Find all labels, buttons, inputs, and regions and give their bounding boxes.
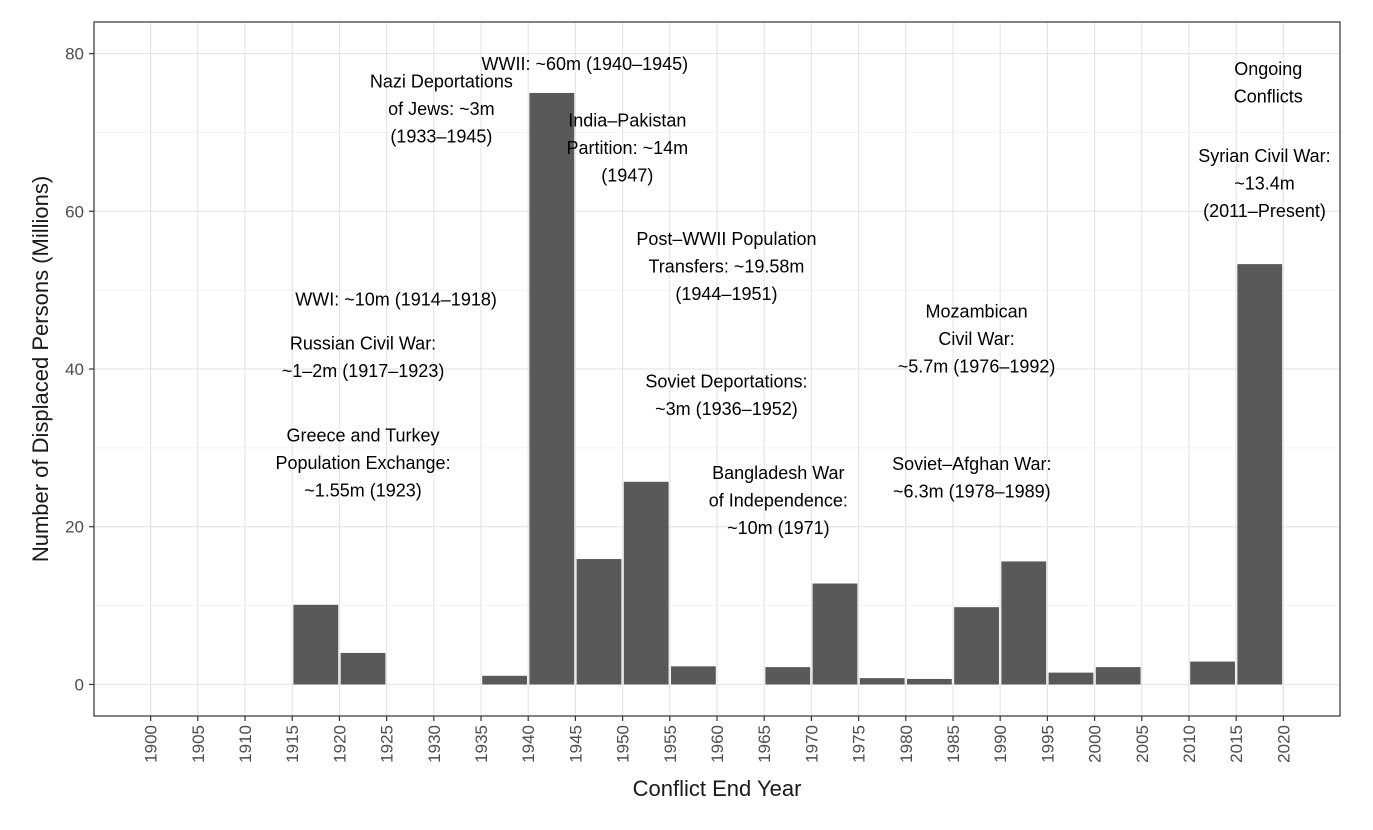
y-axis-ticks: 0 20 40 60 80	[65, 45, 94, 694]
x-tick-label: 1930	[425, 725, 444, 763]
x-tick-label: 1985	[944, 725, 963, 763]
bar	[623, 481, 669, 685]
x-tick-label: 2015	[1227, 725, 1246, 763]
bar	[482, 675, 528, 685]
x-tick-label: 1915	[283, 725, 302, 763]
x-tick-label: 1935	[472, 725, 491, 763]
bar	[340, 652, 386, 685]
bars	[293, 92, 1283, 685]
x-tick-label: 1965	[755, 725, 774, 763]
x-tick-label: 1910	[236, 725, 255, 763]
annotation-label: Bangladesh War of Independence: ~10m (1971…	[709, 463, 848, 538]
bar	[1190, 661, 1235, 685]
x-tick-label: 1990	[991, 725, 1010, 763]
annotation-label: Nazi Deportations of Jews: ~3m (1933–1945)	[370, 71, 513, 146]
y-axis-title: Number of Displaced Persons (Millions)	[28, 176, 53, 562]
bar	[1048, 672, 1094, 685]
grid-major	[94, 22, 1340, 716]
x-axis-title: Conflict End Year	[633, 776, 802, 801]
bar	[671, 666, 716, 685]
bar	[1001, 561, 1047, 685]
x-tick-label: 2005	[1133, 725, 1152, 763]
x-tick-label: 1995	[1038, 725, 1057, 763]
x-tick-label: 1900	[142, 725, 161, 763]
y-tick-label: 60	[65, 202, 84, 221]
y-tick-label: 80	[65, 45, 84, 64]
x-tick-label: 1960	[708, 725, 727, 763]
annotation-label: Ongoing Conflicts	[1234, 59, 1303, 107]
annotation-label: Soviet–Afghan War: ~6.3m (1978–1989)	[892, 454, 1051, 502]
bar	[1237, 264, 1283, 685]
annotation-label: WWII: ~60m (1940–1945)	[482, 54, 689, 74]
annotation-label: WWI: ~10m (1914–1918)	[295, 290, 497, 310]
x-tick-label: 1945	[566, 725, 585, 763]
annotation-label: Russian Civil War: ~1–2m (1917–1923)	[282, 333, 445, 381]
x-tick-label: 1955	[661, 725, 680, 763]
x-tick-label: 1925	[378, 725, 397, 763]
x-tick-label: 1980	[897, 725, 916, 763]
bar	[812, 583, 858, 685]
x-tick-label: 1975	[850, 725, 869, 763]
x-tick-label: 2020	[1274, 725, 1293, 763]
x-tick-label: 2010	[1180, 725, 1199, 763]
y-tick-label: 20	[65, 518, 84, 537]
bar	[954, 607, 999, 685]
bar	[529, 92, 575, 685]
x-tick-label: 1920	[330, 725, 349, 763]
bar	[859, 678, 905, 685]
annotation-label: Soviet Deportations: ~3m (1936–1952)	[645, 371, 807, 419]
annotation-label: India–Pakistan Partition: ~14m (1947)	[567, 111, 689, 186]
annotations: WWI: ~10m (1914–1918) Russian Civil War: ~…	[275, 54, 1330, 538]
bar	[1095, 667, 1141, 685]
y-tick-label: 40	[65, 360, 84, 379]
x-tick-label: 1940	[519, 725, 538, 763]
annotation-label: Greece and Turkey Population Exchange: ~1.…	[275, 425, 450, 500]
bar	[576, 559, 622, 685]
x-tick-label: 2000	[1086, 725, 1105, 763]
annotation-label: Post–WWII Population Transfers: ~19.58m (1…	[636, 229, 816, 304]
x-axis-ticks: 1900 1905 1910 1915 1920 1925 1930 1935 1940 1945…	[142, 716, 1293, 763]
bar	[906, 678, 952, 685]
bar	[765, 667, 811, 685]
bar	[293, 604, 339, 685]
annotation-label: Syrian Civil War: ~13.4m (2011–Present)	[1198, 146, 1330, 221]
y-tick-label: 0	[75, 675, 84, 694]
annotation-label: Mozambican Civil War: ~5.7m (1976–1992)	[898, 302, 1056, 377]
x-tick-label: 1950	[614, 725, 633, 763]
x-tick-label: 1970	[802, 725, 821, 763]
x-tick-label: 1905	[189, 725, 208, 763]
